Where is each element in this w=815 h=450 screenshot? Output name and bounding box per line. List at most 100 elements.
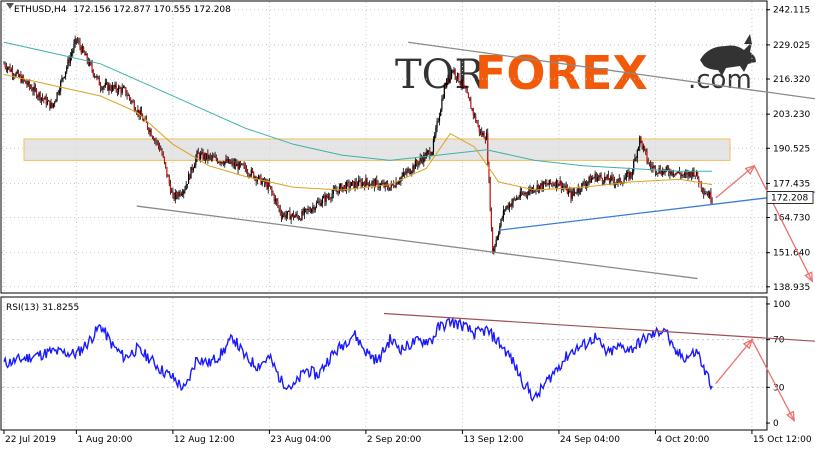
candle bbox=[52, 103, 55, 109]
candle-body-up bbox=[274, 198, 277, 202]
candle-body-up bbox=[706, 193, 708, 195]
candle bbox=[654, 165, 657, 177]
candle-body-up bbox=[303, 209, 305, 215]
candle bbox=[309, 206, 312, 214]
candle-body-up bbox=[241, 163, 243, 165]
candle bbox=[15, 71, 17, 77]
candle-body-up bbox=[536, 184, 538, 190]
candle bbox=[221, 161, 223, 165]
candle bbox=[516, 195, 518, 201]
candle bbox=[238, 161, 240, 170]
candle bbox=[139, 106, 141, 120]
candle bbox=[618, 174, 620, 183]
candle-body-down bbox=[172, 191, 174, 195]
candle-body-down bbox=[660, 173, 663, 176]
candle-body-down bbox=[76, 40, 79, 42]
candle-body-down bbox=[23, 80, 26, 81]
candle bbox=[162, 151, 164, 158]
candle-body-up bbox=[184, 189, 186, 191]
candle bbox=[385, 180, 388, 187]
candle-body-down bbox=[417, 163, 419, 166]
candle bbox=[300, 217, 302, 222]
candle bbox=[656, 170, 658, 176]
candle-body-down bbox=[292, 213, 295, 218]
candle bbox=[549, 179, 552, 185]
candle bbox=[600, 172, 602, 179]
candle bbox=[149, 127, 151, 137]
candle-body-down bbox=[366, 178, 368, 183]
candle-body-down bbox=[429, 150, 431, 156]
candle-body-down bbox=[510, 204, 512, 207]
candle-body-up bbox=[89, 61, 91, 65]
candle bbox=[559, 176, 561, 186]
candle-body-up bbox=[349, 186, 351, 188]
candle bbox=[324, 191, 326, 207]
candle-body-up bbox=[534, 190, 536, 192]
candle bbox=[10, 67, 12, 73]
candle bbox=[251, 168, 254, 174]
candle bbox=[195, 154, 197, 169]
candle-body-up bbox=[629, 172, 631, 179]
candle bbox=[475, 112, 477, 123]
candle bbox=[329, 193, 331, 201]
candle-body-down bbox=[464, 86, 466, 89]
candle bbox=[484, 136, 486, 144]
candle-body-down bbox=[477, 123, 479, 126]
candle-body-up bbox=[218, 162, 220, 163]
candle-body-down bbox=[613, 180, 616, 185]
candle-body-up bbox=[695, 172, 698, 176]
rsi-y-tick-label: 70 bbox=[773, 336, 785, 346]
candle bbox=[452, 69, 454, 74]
candle-body-down bbox=[289, 211, 291, 220]
candle-body-up bbox=[195, 157, 197, 166]
candle-body-down bbox=[607, 174, 609, 181]
candle-body-up bbox=[528, 191, 530, 195]
candle-body-up bbox=[69, 56, 71, 63]
candle bbox=[645, 148, 647, 156]
candle bbox=[701, 187, 704, 194]
candle-body-up bbox=[58, 90, 61, 94]
candle-body-down bbox=[373, 180, 375, 188]
candle-body-up bbox=[657, 172, 659, 174]
candle-body-up bbox=[236, 163, 238, 167]
candle bbox=[346, 180, 348, 194]
candle bbox=[604, 172, 606, 186]
candle bbox=[243, 161, 245, 169]
candle-body-up bbox=[505, 207, 507, 210]
candle-body-up bbox=[315, 202, 318, 208]
candle bbox=[314, 206, 316, 213]
candle-body-up bbox=[542, 181, 544, 189]
candle-body-up bbox=[529, 188, 531, 192]
candle bbox=[325, 193, 327, 206]
candle-body-up bbox=[704, 192, 706, 194]
candle bbox=[367, 182, 369, 190]
candle-body-down bbox=[645, 148, 647, 153]
candle bbox=[44, 95, 46, 100]
candle bbox=[146, 122, 149, 131]
candle-body-up bbox=[407, 168, 409, 171]
candle bbox=[517, 196, 519, 201]
candle bbox=[437, 118, 439, 123]
candle bbox=[504, 209, 506, 216]
rsi-title: RSI(13) 31.8255 bbox=[6, 303, 79, 313]
candle bbox=[80, 45, 82, 55]
candle bbox=[652, 162, 654, 173]
candle-body-down bbox=[646, 152, 648, 161]
x-tick-label: 15 Oct 12:00 bbox=[753, 435, 812, 445]
candle-body-down bbox=[242, 163, 244, 166]
candle bbox=[127, 92, 129, 97]
candle bbox=[190, 166, 192, 179]
candle-body-down bbox=[682, 174, 684, 176]
candle bbox=[662, 167, 664, 178]
candle-body-up bbox=[519, 191, 521, 198]
candle bbox=[154, 138, 156, 145]
candle bbox=[397, 180, 400, 185]
candle bbox=[409, 168, 412, 175]
candle-body-down bbox=[489, 178, 491, 210]
candle bbox=[119, 85, 121, 90]
candle-body-down bbox=[551, 183, 553, 185]
candle bbox=[85, 51, 87, 56]
candle bbox=[40, 97, 42, 106]
candle bbox=[506, 205, 508, 210]
candle-body-down bbox=[478, 125, 480, 133]
